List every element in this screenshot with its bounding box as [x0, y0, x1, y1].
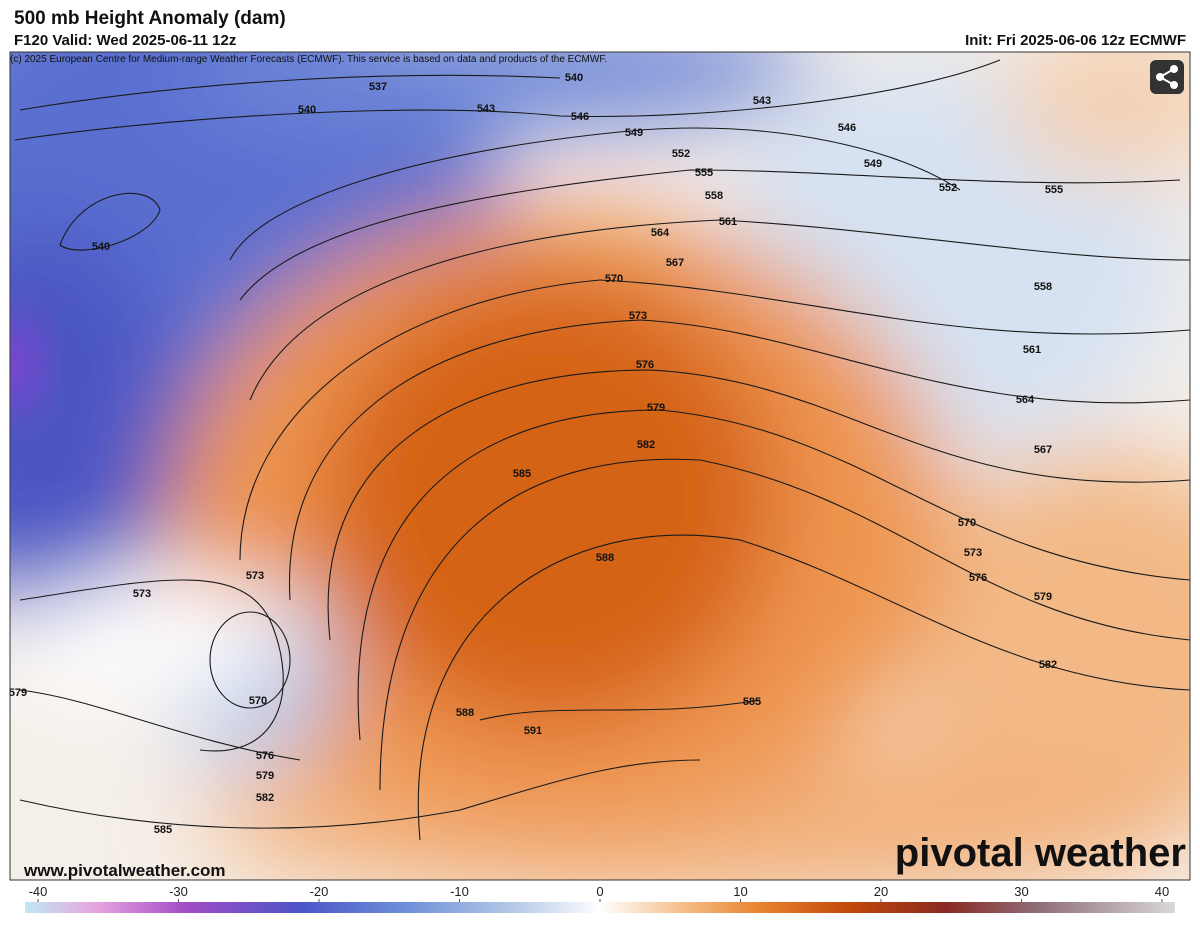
contour-label: 540: [92, 241, 110, 253]
contour-label: 585: [513, 468, 531, 480]
map-frame: [9, 51, 1191, 881]
share-button[interactable]: [1150, 60, 1184, 94]
init-time: Init: Fri 2025-06-06 12z ECMWF: [965, 32, 1186, 49]
contour-label: 591: [524, 725, 542, 737]
contour-label: 537: [369, 81, 387, 93]
contour-label: 552: [672, 148, 690, 160]
contour-label: 558: [1034, 281, 1052, 293]
contour-label: 567: [1034, 444, 1052, 456]
colorbar-tick-label: 0: [596, 884, 603, 899]
colorbar-tick-label: 20: [874, 884, 888, 899]
contour-label: 588: [596, 552, 614, 564]
contour-label: 585: [154, 824, 172, 836]
contour-label: 543: [477, 103, 495, 115]
contour-label: 543: [753, 95, 771, 107]
contour-label: 546: [838, 122, 856, 134]
valid-time: F120 Valid: Wed 2025-06-11 12z: [14, 32, 236, 49]
contour-label: 567: [666, 257, 684, 269]
contour-label: 546: [571, 111, 589, 123]
contour-labels: 537 540 540 543 546 549 543 546 549 552 555 552 555 5…: [9, 72, 1063, 836]
contour-label: 564: [651, 227, 670, 239]
contour-label: 561: [1023, 344, 1041, 356]
contour-label: 540: [565, 72, 583, 84]
contour-label: 573: [629, 310, 647, 322]
contour-label: 576: [969, 572, 987, 584]
contour-label: 573: [133, 588, 151, 600]
contour-label: 540: [298, 104, 316, 116]
colorbar-tick-label: 10: [733, 884, 747, 899]
colorbar-ticks: -40 -30 -20 -10 0 10 20 30 40: [29, 884, 1169, 902]
colorbar-tick-label: -20: [310, 884, 329, 899]
contour-label: 588: [456, 707, 474, 719]
colorbar-tick-label: 40: [1155, 884, 1169, 899]
contour-label: 582: [637, 439, 655, 451]
colorbar-tick-label: -10: [450, 884, 469, 899]
contour-label: 579: [256, 770, 274, 782]
contour-label: 561: [719, 216, 737, 228]
contour-label: 573: [964, 547, 982, 559]
contour-label: 570: [249, 695, 267, 707]
copyright: (c) 2025 European Centre for Medium-rang…: [10, 54, 607, 65]
colorbar-tick-label: 30: [1014, 884, 1028, 899]
colorbar: [25, 902, 1175, 913]
map: 537 540 540 543 546 549 543 546 549 552 555 552 555 5…: [9, 52, 1190, 880]
contour-label: 570: [605, 273, 623, 285]
contour-label: 582: [1039, 659, 1057, 671]
contour-label: 558: [705, 190, 723, 202]
website: www.pivotalweather.com: [23, 861, 226, 880]
contour-label: 576: [636, 359, 654, 371]
contour-label: 564: [1016, 394, 1035, 406]
contours: [14, 59, 1190, 841]
contour-label: 582: [256, 792, 274, 804]
contour-label: 579: [1034, 591, 1052, 603]
contour-label: 570: [958, 517, 976, 529]
logo: pivotal weather: [895, 831, 1186, 875]
colorbar-tick-label: -40: [29, 884, 48, 899]
contour-label: 552: [939, 182, 957, 194]
contour-label: 573: [246, 570, 264, 582]
contour-label: 585: [743, 696, 761, 708]
contour-label: 555: [695, 167, 713, 179]
colorbar-tick-label: -30: [169, 884, 188, 899]
title: 500 mb Height Anomaly (dam): [14, 8, 286, 29]
contour-label: 549: [625, 127, 643, 139]
contour-label: 579: [647, 402, 665, 414]
contour-label: 576: [256, 750, 274, 762]
contour-label: 549: [864, 158, 882, 170]
contour-label: 555: [1045, 184, 1063, 196]
contour-label: 579: [9, 687, 27, 699]
